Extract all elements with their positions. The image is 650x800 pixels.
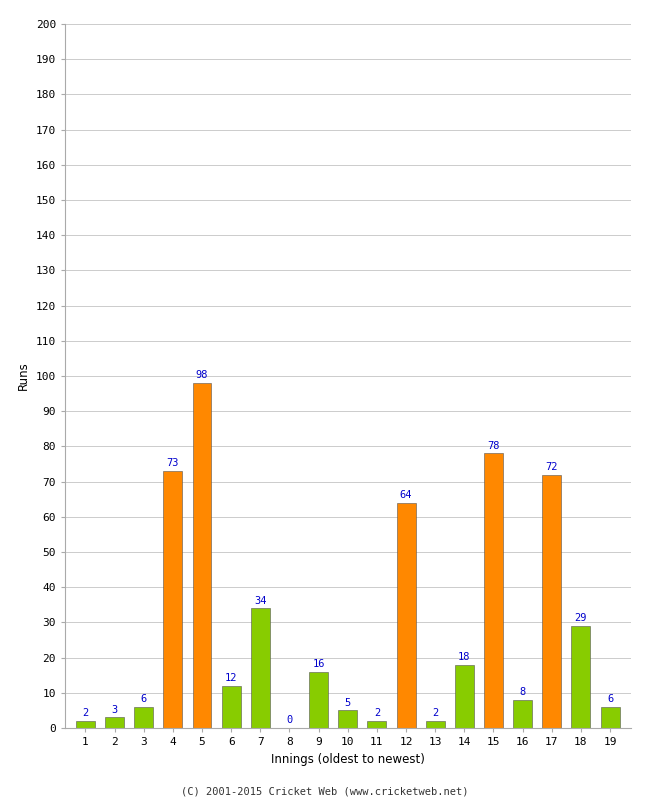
- Text: 12: 12: [225, 673, 237, 683]
- Text: 6: 6: [140, 694, 147, 704]
- Bar: [192, 383, 211, 728]
- Text: 73: 73: [166, 458, 179, 468]
- Text: 78: 78: [488, 441, 500, 450]
- Bar: [396, 502, 415, 728]
- Bar: [455, 665, 474, 728]
- Text: 34: 34: [254, 595, 266, 606]
- Bar: [367, 721, 386, 728]
- Text: 2: 2: [83, 708, 88, 718]
- Text: 2: 2: [374, 708, 380, 718]
- Bar: [135, 707, 153, 728]
- Bar: [105, 718, 124, 728]
- Bar: [338, 710, 358, 728]
- Bar: [601, 707, 619, 728]
- Bar: [571, 626, 590, 728]
- Bar: [163, 471, 183, 728]
- Bar: [542, 474, 561, 728]
- Text: 16: 16: [313, 659, 325, 669]
- Text: (C) 2001-2015 Cricket Web (www.cricketweb.net): (C) 2001-2015 Cricket Web (www.cricketwe…: [181, 786, 469, 796]
- Text: 3: 3: [111, 705, 118, 714]
- Bar: [222, 686, 240, 728]
- Text: 6: 6: [607, 694, 613, 704]
- Bar: [251, 608, 270, 728]
- Text: 18: 18: [458, 652, 471, 662]
- Bar: [309, 672, 328, 728]
- Text: 2: 2: [432, 708, 438, 718]
- Bar: [426, 721, 445, 728]
- Text: 64: 64: [400, 490, 412, 500]
- Bar: [513, 700, 532, 728]
- X-axis label: Innings (oldest to newest): Innings (oldest to newest): [271, 753, 424, 766]
- Text: 72: 72: [545, 462, 558, 472]
- Y-axis label: Runs: Runs: [17, 362, 30, 390]
- Bar: [76, 721, 95, 728]
- Text: 98: 98: [196, 370, 208, 380]
- Bar: [484, 454, 503, 728]
- Text: 29: 29: [575, 613, 587, 623]
- Text: 5: 5: [344, 698, 351, 707]
- Text: 8: 8: [519, 687, 526, 697]
- Text: 0: 0: [287, 715, 292, 725]
